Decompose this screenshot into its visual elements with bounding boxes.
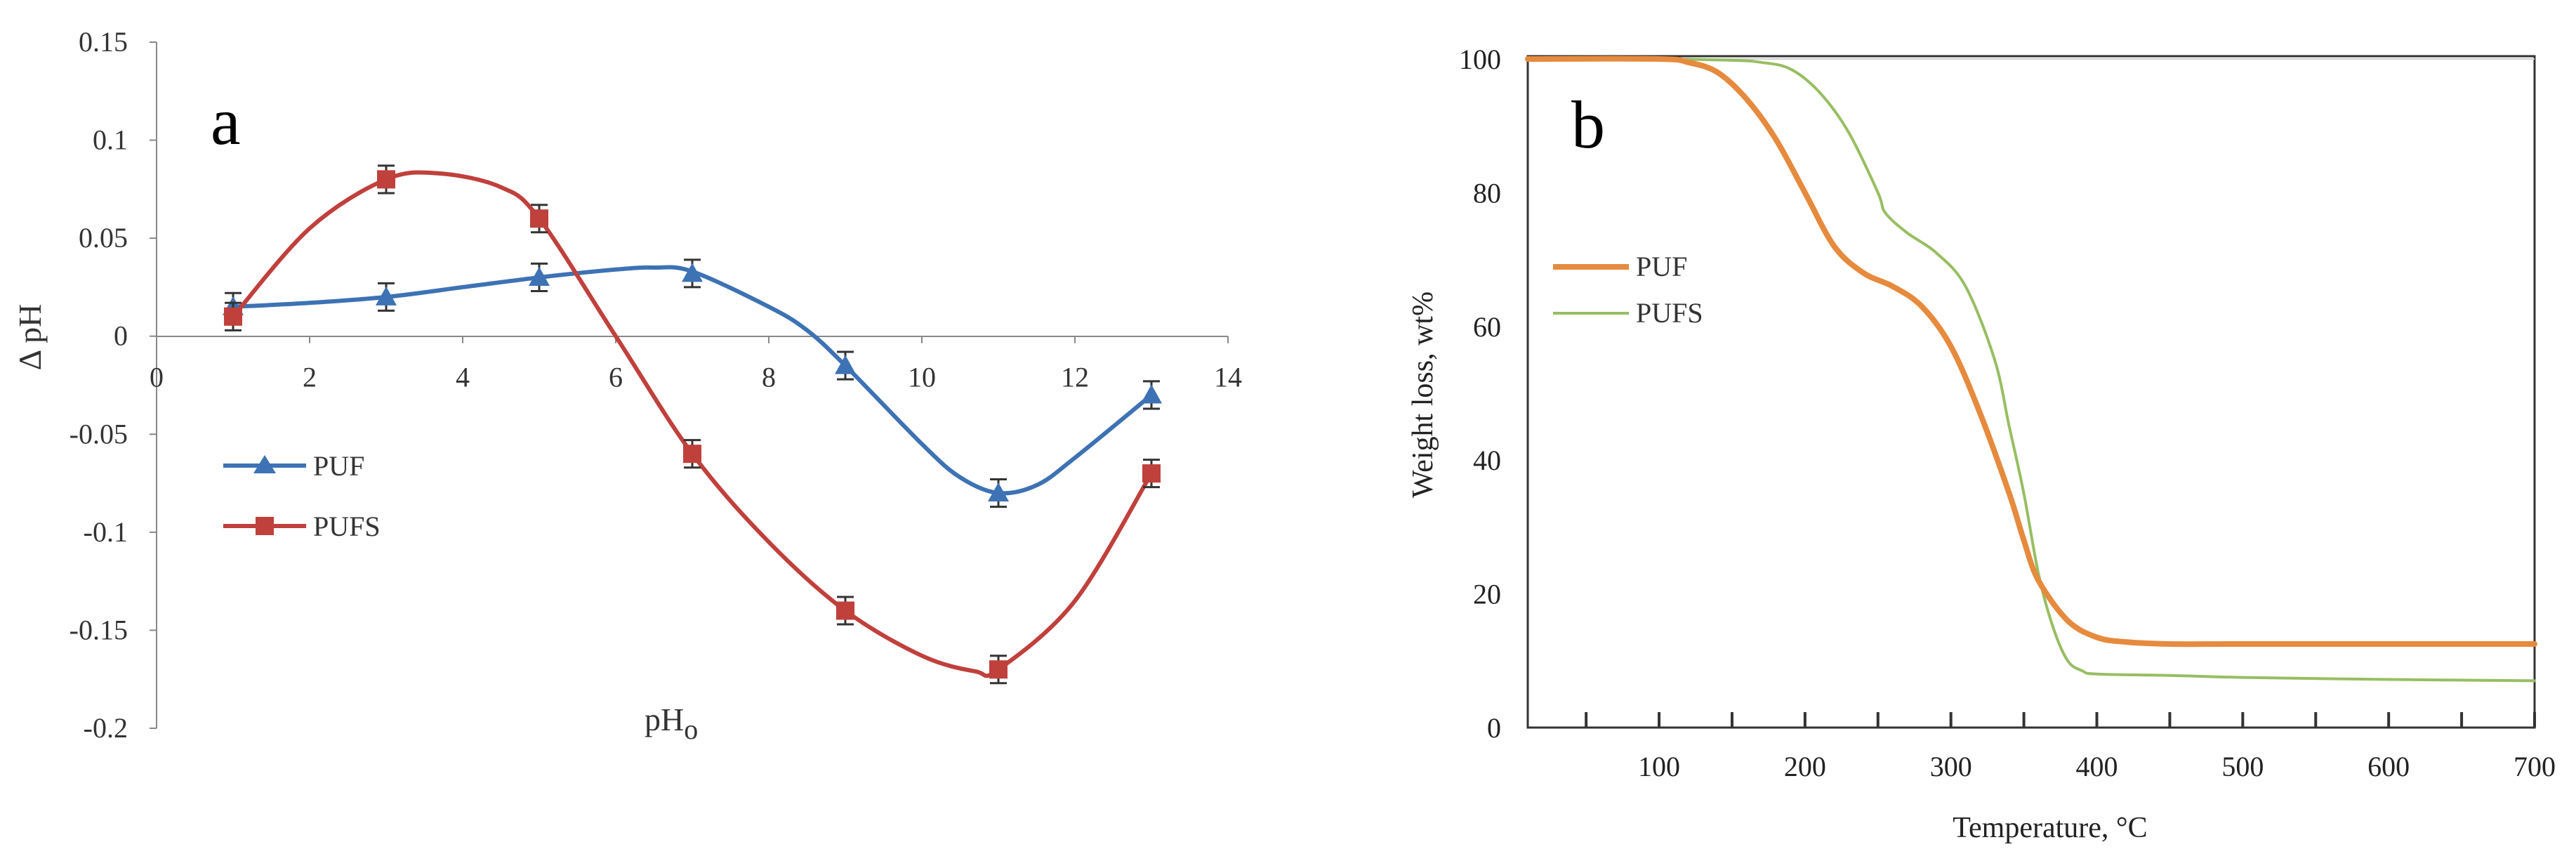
chart-b-y-tick-label: 0: [1487, 712, 1501, 744]
chart-b-x-tick-label: 300: [1930, 751, 1972, 782]
chart-b-y-ticks: 0 20 40 60 80 100: [1459, 44, 1501, 744]
chart-a-panel-label: a: [211, 84, 241, 159]
chart-a-y-tick-label: 0: [114, 320, 128, 352]
chart-a-y-tick-label: 0.1: [93, 124, 128, 156]
chart-b-y-tick-label: 80: [1473, 177, 1501, 209]
chart-a-point-puf: [682, 263, 703, 282]
chart-b-legend-label-pufs: PUFS: [1636, 297, 1703, 329]
chart-a-point-pufs: [530, 209, 548, 228]
chart-b-y-axis-title: Weight loss, wt%: [1407, 291, 1439, 498]
chart-b-x-tick-label: 700: [2514, 751, 2556, 782]
chart-b-legend: PUF PUFS: [1553, 251, 1703, 329]
chart-b-x-tick-label: 100: [1638, 751, 1680, 782]
chart-b-legend-item-puf: PUF: [1553, 251, 1687, 282]
chart-a: a 0.15 0.1 0.05 0 -0.05 -0.1 -0.15 -0.2 0 2 4 6 8 10…: [12, 26, 1242, 745]
chart-a-x-axis-title: pHo: [645, 702, 698, 745]
chart-a-series-line-pufs: [231, 170, 1154, 678]
chart-a-legend: PUF PUFS: [223, 450, 381, 542]
chart-b-x-tick-label: 600: [2367, 751, 2410, 782]
chart-a-y-ticks: 0.15 0.1 0.05 0 -0.05 -0.1 -0.15 -0.2: [70, 26, 157, 744]
chart-a-point-puf: [529, 266, 550, 286]
chart-a-point-puf: [376, 286, 397, 305]
chart-a-x-axis-title-sub: o: [684, 714, 698, 745]
chart-a-x-tick-label: 0: [150, 362, 164, 393]
chart-a-y-tick-label: -0.05: [70, 418, 128, 449]
chart-b-legend-label-puf: PUF: [1636, 251, 1687, 282]
chart-a-legend-marker-puf: [253, 455, 276, 473]
chart-a-y-tick-label: -0.15: [70, 614, 128, 645]
chart-a-x-axis-title-main: pH: [645, 702, 684, 737]
chart-a-x-tick-label: 4: [456, 362, 470, 393]
chart-b-series-line-puf: [1525, 55, 2537, 648]
chart-a-curves: [231, 170, 1154, 678]
chart-b: b 0 20 40 60 80 100 100 200 300 400 500 600 700 Wei…: [1407, 44, 2556, 844]
chart-a-x-tick-label: 12: [1061, 362, 1089, 393]
chart-a-point-pufs: [1142, 464, 1161, 483]
chart-a-point-puf: [1141, 384, 1162, 404]
chart-a-x-tick-label: 6: [609, 362, 623, 393]
chart-b-y-tick-label: 100: [1459, 44, 1501, 75]
chart-a-point-pufs: [224, 307, 242, 326]
chart-a-x-tick-label: 10: [908, 362, 936, 393]
chart-a-x-tick-label: 8: [762, 362, 776, 393]
chart-b-x-tick-label: 500: [2221, 751, 2264, 782]
chart-a-point-pufs: [989, 660, 1008, 679]
chart-a-x-tick-label: 2: [303, 362, 317, 393]
chart-a-point-pufs: [836, 601, 854, 620]
chart-b-legend-item-pufs: PUFS: [1553, 297, 1703, 329]
chart-b-y-tick-label: 60: [1473, 311, 1501, 343]
chart-a-x-tick-label: 14: [1214, 362, 1242, 393]
chart-b-plot-frame: [1526, 55, 2536, 729]
chart-a-markers: [223, 164, 1162, 685]
chart-a-point-pufs: [683, 445, 701, 464]
chart-b-y-tick-label: 20: [1473, 579, 1501, 610]
chart-b-series-line-pufs: [1526, 57, 2536, 683]
chart-a-series-line-puf: [231, 265, 1154, 496]
chart-a-y-tick-label: -0.1: [84, 516, 128, 548]
chart-a-y-axis-title: Δ pH: [12, 304, 48, 371]
chart-a-y-tick-label: -0.2: [84, 712, 128, 744]
chart-a-point-pufs: [377, 170, 395, 189]
chart-b-x-ticks: 100 200 300 400 500 600 700: [1585, 712, 2556, 782]
chart-b-y-tick-label: 40: [1473, 445, 1501, 476]
chart-b-x-tick-label: 200: [1784, 751, 1826, 782]
chart-a-axes: [156, 42, 1228, 728]
chart-a-x-ticks: 0 2 4 6 8 10 12 14: [150, 336, 1242, 393]
chart-a-legend-item-puf: PUF: [223, 450, 364, 482]
chart-b-panel-label: b: [1571, 87, 1605, 162]
chart-a-point-puf: [988, 482, 1009, 502]
chart-a-legend-marker-pufs: [256, 517, 274, 535]
chart-a-point-puf: [835, 355, 856, 374]
chart-a-y-tick-label: 0.05: [79, 222, 128, 254]
chart-b-curves: [1525, 55, 2537, 683]
chart-b-x-axis-title: Temperature, °C: [1953, 812, 2147, 844]
chart-a-legend-label-pufs: PUFS: [313, 511, 381, 542]
chart-a-y-tick-label: 0.15: [79, 26, 128, 58]
chart-a-legend-label-puf: PUF: [313, 450, 364, 482]
chart-a-legend-item-pufs: PUFS: [223, 511, 381, 542]
chart-b-x-tick-label: 400: [2076, 751, 2118, 782]
